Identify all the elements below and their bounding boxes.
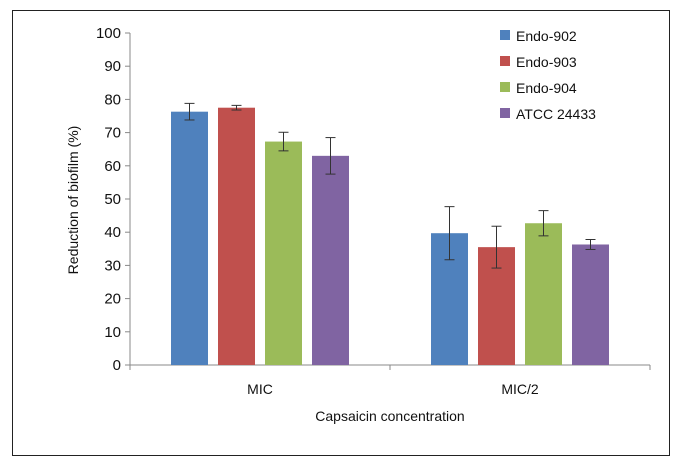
bar	[312, 155, 349, 365]
x-axis: MIC MIC/2	[129, 364, 651, 397]
y-tick-label: 30	[104, 257, 121, 274]
y-tick-label: 20	[104, 291, 121, 308]
y-axis: 0 10 20 30 40 50 60 70 80 90 100	[96, 25, 131, 374]
y-tick-label: 10	[104, 324, 121, 341]
x-tick-label: MIC	[247, 381, 273, 397]
y-axis-title: Reduction of biofilm (%)	[65, 126, 81, 275]
legend-label: Endo-903	[516, 54, 577, 70]
legend-swatch	[500, 30, 510, 40]
legend-label: Endo-904	[516, 80, 577, 96]
y-tick-label: 100	[96, 25, 121, 42]
bar	[218, 107, 255, 365]
legend-label: ATCC 24433	[516, 106, 596, 122]
legend: Endo-902 Endo-903 Endo-904 ATCC 24433	[500, 28, 596, 122]
error-bars	[184, 102, 596, 269]
y-tick-label: 0	[113, 357, 121, 374]
legend-label: Endo-902	[516, 28, 577, 44]
y-tick-label: 40	[104, 224, 121, 241]
bar	[171, 111, 208, 366]
legend-swatch	[500, 108, 510, 118]
x-axis-title: Capsaicin concentration	[315, 408, 464, 424]
bar	[525, 223, 562, 365]
y-tick-label: 60	[104, 158, 121, 175]
y-tick-label: 90	[104, 58, 121, 75]
legend-swatch	[500, 56, 510, 66]
y-tick-label: 50	[104, 191, 121, 208]
x-tick-label: MIC/2	[501, 381, 539, 397]
bar	[572, 244, 609, 365]
legend-swatch	[500, 82, 510, 92]
y-tick-label: 70	[104, 125, 121, 142]
y-tick-label: 80	[104, 91, 121, 108]
bar	[265, 141, 302, 365]
